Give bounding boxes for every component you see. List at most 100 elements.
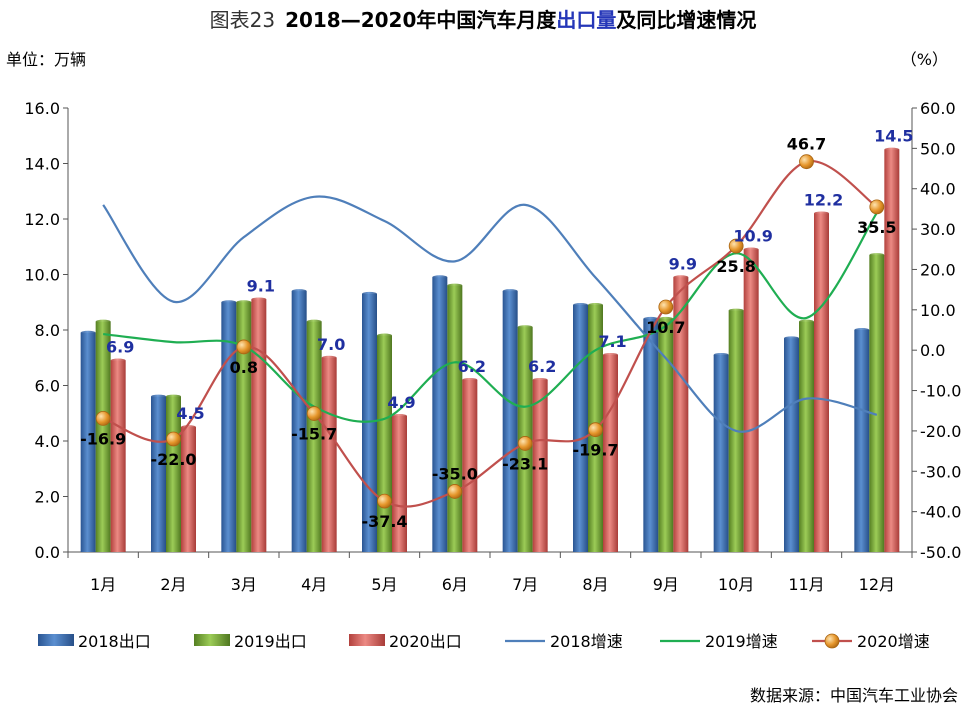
bar-2020出口 bbox=[251, 299, 267, 552]
x-tick-label: 9月 bbox=[653, 575, 679, 594]
bar-2020出口 bbox=[673, 277, 689, 552]
legend-label: 2019增速 bbox=[705, 632, 778, 651]
bar-2020出口 bbox=[814, 213, 829, 552]
bar-top-2020出口 bbox=[603, 352, 618, 357]
growth-label-2020: 46.7 bbox=[787, 135, 826, 154]
legend-label: 2020增速 bbox=[857, 632, 930, 651]
x-tick-label: 8月 bbox=[582, 575, 608, 594]
y2-tick-label: 0.0 bbox=[920, 341, 945, 360]
bar-2020出口 bbox=[743, 249, 759, 552]
marker-2020增速 bbox=[658, 299, 674, 315]
bar-label-2020: 4.9 bbox=[387, 393, 415, 412]
figure-number: 图表23 bbox=[209, 8, 276, 32]
marker-2020增速 bbox=[236, 339, 252, 355]
legend-swatch bbox=[194, 634, 230, 646]
y-tick-label: 6.0 bbox=[35, 377, 60, 396]
line-2018增速 bbox=[102, 195, 878, 433]
bar-top-2018出口 bbox=[643, 316, 659, 321]
bar-top-2018出口 bbox=[573, 303, 588, 308]
y2-tick-label: 50.0 bbox=[920, 139, 956, 158]
chart-title: 图表23 2018—2020年中国汽车月度出口量及同比增速情况 bbox=[0, 4, 966, 33]
marker-2020增速 bbox=[377, 493, 392, 509]
bar-2019出口 bbox=[306, 321, 322, 552]
marker-2020增速 bbox=[728, 238, 744, 254]
title-part2: 及同比增速情况 bbox=[616, 8, 757, 32]
bar-top-2019出口 bbox=[95, 319, 111, 324]
bar-top-2018出口 bbox=[362, 291, 377, 296]
bar-top-2020出口 bbox=[814, 211, 829, 216]
legend-label: 2020出口 bbox=[389, 632, 462, 651]
marker-2020增速 bbox=[447, 484, 463, 499]
y2-tick-label: 40.0 bbox=[920, 180, 956, 199]
bar-top-2019出口 bbox=[588, 303, 603, 308]
growth-label-2020: -37.4 bbox=[361, 512, 407, 531]
bar-top-2018出口 bbox=[854, 328, 870, 332]
x-tick-label: 4月 bbox=[301, 575, 327, 594]
y-tick-label: 16.0 bbox=[24, 99, 60, 118]
y-tick-label: 8.0 bbox=[35, 321, 60, 340]
y2-tick-label: -20.0 bbox=[920, 422, 961, 441]
y2-tick-label: -10.0 bbox=[920, 382, 961, 401]
bar-top-2020出口 bbox=[321, 355, 337, 360]
bar-top-2019出口 bbox=[166, 394, 181, 399]
bar-top-2019出口 bbox=[447, 283, 463, 288]
bar-2018出口 bbox=[643, 318, 659, 552]
bar-2020出口 bbox=[884, 149, 900, 552]
bar-label-2020: 6.2 bbox=[458, 357, 486, 376]
bar-2018出口 bbox=[573, 305, 588, 552]
bar-top-2019出口 bbox=[377, 333, 392, 338]
y2-tick-label: -50.0 bbox=[920, 543, 961, 562]
legend-label: 2018出口 bbox=[78, 632, 151, 651]
bar-2018出口 bbox=[221, 302, 237, 552]
legend-label: 2018增速 bbox=[550, 632, 623, 651]
marker-2020增速 bbox=[306, 406, 322, 421]
bar-2018出口 bbox=[854, 330, 870, 552]
bar-top-2018出口 bbox=[80, 330, 96, 335]
bar-top-2020出口 bbox=[462, 377, 478, 382]
x-tick-label: 1月 bbox=[90, 575, 116, 594]
growth-label-2020: 10.7 bbox=[646, 318, 685, 337]
bar-top-2019出口 bbox=[799, 319, 814, 324]
bar-top-2018出口 bbox=[151, 394, 166, 399]
bar-top-2020出口 bbox=[110, 358, 126, 363]
x-tick-label: 5月 bbox=[371, 575, 397, 594]
bar-2020出口 bbox=[462, 379, 478, 552]
legend-swatch bbox=[38, 634, 74, 646]
x-tick-label: 7月 bbox=[512, 575, 538, 594]
marker-2020增速 bbox=[95, 410, 111, 426]
y-tick-label: 10.0 bbox=[24, 266, 60, 285]
bar-top-2019出口 bbox=[306, 319, 322, 324]
growth-label-2020: -16.9 bbox=[80, 429, 126, 448]
bar-2019出口 bbox=[236, 302, 252, 552]
title-highlight: 出口量 bbox=[556, 8, 617, 32]
title-part1: 2018—2020年中国汽车月度 bbox=[285, 8, 557, 32]
legend-swatch bbox=[349, 634, 385, 646]
x-tick-label: 2月 bbox=[160, 575, 186, 594]
y2-tick-label: 10.0 bbox=[920, 301, 956, 320]
bar-top-2019出口 bbox=[728, 308, 744, 313]
bar-2018出口 bbox=[784, 338, 799, 552]
bar-2019出口 bbox=[869, 255, 885, 552]
growth-label-2020: -15.7 bbox=[291, 425, 337, 444]
bar-top-2018出口 bbox=[221, 300, 237, 305]
y-tick-label: 4.0 bbox=[35, 432, 60, 451]
bar-2020出口 bbox=[392, 416, 407, 552]
x-tick-label: 3月 bbox=[231, 575, 257, 594]
bar-2019出口 bbox=[799, 321, 814, 552]
legend-marker bbox=[824, 633, 840, 649]
bar-2019出口 bbox=[658, 318, 674, 552]
legend-label: 2019出口 bbox=[234, 632, 307, 651]
bar-2019出口 bbox=[447, 285, 463, 552]
bar-top-2018出口 bbox=[713, 352, 729, 357]
right-axis-unit: （%） bbox=[900, 50, 948, 69]
bar-top-2020出口 bbox=[532, 377, 548, 382]
bar-top-2020出口 bbox=[884, 147, 900, 152]
bar-2018出口 bbox=[432, 277, 448, 552]
marker-2020增速 bbox=[166, 431, 181, 447]
bar-top-2020出口 bbox=[251, 297, 267, 302]
bar-top-2018出口 bbox=[502, 289, 518, 294]
growth-label-2020: -35.0 bbox=[432, 464, 478, 483]
bar-top-2020出口 bbox=[392, 414, 407, 419]
bar-label-2020: 4.5 bbox=[176, 404, 204, 423]
